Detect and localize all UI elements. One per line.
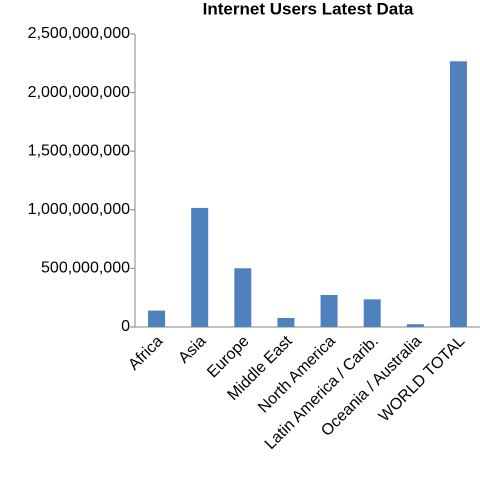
y-tick-label: 0 bbox=[121, 318, 130, 335]
bar bbox=[234, 268, 252, 327]
bar bbox=[277, 317, 295, 327]
y-tick-label: 2,500,000,000 bbox=[28, 25, 130, 42]
bar bbox=[406, 324, 424, 327]
bar bbox=[191, 207, 209, 327]
x-tick-label: Africa bbox=[125, 333, 166, 374]
chart-title: Internet Users Latest Data bbox=[203, 0, 414, 18]
y-tick-label: 500,000,000 bbox=[41, 260, 130, 277]
x-tick-label: North America bbox=[255, 333, 339, 417]
bar bbox=[320, 295, 338, 327]
x-tick-label: Asia bbox=[175, 333, 209, 367]
y-tick-label: 2,000,000,000 bbox=[28, 84, 130, 101]
y-tick-label: 1,500,000,000 bbox=[28, 142, 130, 159]
y-tick-label: 1,000,000,000 bbox=[28, 201, 130, 218]
bar bbox=[363, 299, 381, 327]
bar bbox=[449, 61, 467, 328]
bar bbox=[148, 310, 166, 327]
